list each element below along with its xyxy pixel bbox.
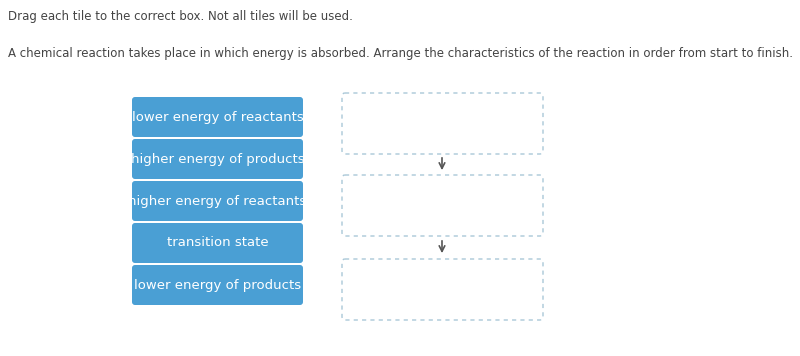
- FancyBboxPatch shape: [132, 181, 303, 221]
- Text: higher energy of reactants: higher energy of reactants: [128, 194, 306, 208]
- FancyBboxPatch shape: [132, 265, 303, 305]
- Text: higher energy of products: higher energy of products: [130, 152, 304, 166]
- FancyBboxPatch shape: [132, 97, 303, 137]
- FancyBboxPatch shape: [132, 139, 303, 179]
- FancyBboxPatch shape: [342, 259, 543, 320]
- FancyBboxPatch shape: [342, 175, 543, 236]
- FancyBboxPatch shape: [342, 93, 543, 154]
- Text: lower energy of products: lower energy of products: [134, 278, 301, 292]
- Text: lower energy of reactants: lower energy of reactants: [132, 110, 303, 124]
- Text: transition state: transition state: [166, 236, 268, 250]
- Text: Drag each tile to the correct box. Not all tiles will be used.: Drag each tile to the correct box. Not a…: [8, 10, 353, 23]
- FancyBboxPatch shape: [132, 223, 303, 263]
- Text: A chemical reaction takes place in which energy is absorbed. Arrange the charact: A chemical reaction takes place in which…: [8, 47, 793, 60]
